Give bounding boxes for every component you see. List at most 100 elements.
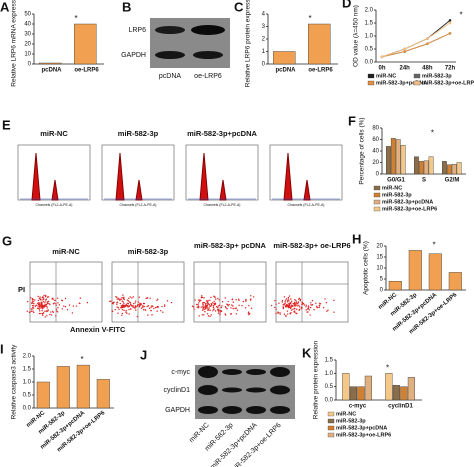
dot [50,311,52,313]
dot [292,303,294,305]
panel-b: B LRP6 GAPDH pcDNA oe-LRP6 [121,0,230,80]
axis-label: Channels (FL2-A-PE-A) [36,203,73,207]
legend-swatch [327,418,335,424]
bar [456,162,462,175]
dot [157,298,159,300]
dot [281,301,283,303]
dot [140,303,143,305]
x-tick-label: G0/G1 [387,178,405,184]
band [222,387,242,393]
dot [200,306,202,308]
y-axis-label: Percentage of cells (%) [359,117,366,184]
dot [50,314,53,316]
dot [217,312,220,314]
dot [151,305,153,307]
dot [144,309,147,311]
dot [291,305,293,307]
dot [55,315,57,317]
dot [150,310,152,312]
y-tick-label: 0.0 [23,406,32,412]
dot [300,308,302,310]
dot [295,301,298,303]
dot [299,306,301,308]
dot [206,313,209,315]
dot [207,307,209,309]
y-tick-label: 30 [24,32,31,38]
dot [318,304,321,306]
x-tick-label: c-myc [349,404,367,410]
lane-label: miR-NC [188,422,211,445]
dot [275,308,277,310]
dot [226,304,229,306]
panel-letter: I [0,341,4,356]
dot [202,303,204,305]
dot [292,308,294,311]
dot [208,303,210,306]
dot [58,304,61,306]
dot [44,302,46,304]
dot [44,295,47,298]
band [270,406,290,414]
dot [310,302,312,304]
dot [198,315,200,317]
dot [294,299,296,301]
dot [248,312,251,315]
dot [46,301,49,303]
dot [120,305,123,307]
legend-swatch [327,425,335,431]
dot [110,300,112,302]
plot-title: miR-582-3p+ pcDNA [194,241,266,250]
bar [74,23,97,65]
dot [44,303,46,306]
dot [132,306,134,308]
dot [43,294,45,296]
dot [285,315,287,317]
dot [120,307,123,309]
dot [202,309,204,311]
marker [403,50,406,53]
dot [139,303,141,305]
legend-label: miR-NC [382,185,402,191]
dot [286,303,288,306]
dot [54,299,56,302]
dot [117,307,120,309]
dot [208,307,210,309]
dot [207,309,209,311]
bands [198,366,290,414]
peak [283,152,293,201]
dot [220,306,223,309]
row-label: LRP6 [128,27,146,34]
plot-frame [275,261,349,323]
dot [128,313,130,315]
dot [33,300,35,302]
dot [310,304,312,306]
dot [136,304,139,306]
dot [149,297,151,299]
dot [156,310,158,312]
dot [39,303,41,305]
dot [198,299,201,301]
dot [202,308,204,310]
dot [201,295,203,297]
annotation: * [432,241,435,250]
dot [170,301,173,304]
dot [140,307,143,309]
band [270,367,290,377]
legend-swatch [367,73,375,79]
dot [228,303,230,306]
dot [284,299,287,301]
dot [279,313,281,315]
dot [64,305,67,308]
dot [162,311,164,313]
panel-letter: D [342,0,351,10]
dot [43,300,45,303]
y-tick-label: 4 [262,12,266,18]
dot [212,306,215,309]
dot [283,313,286,315]
dot [154,306,157,309]
dot [199,300,201,303]
dot [244,307,247,309]
x-tick-label: 0h [378,66,385,72]
dot [64,297,67,300]
dot [283,296,286,298]
